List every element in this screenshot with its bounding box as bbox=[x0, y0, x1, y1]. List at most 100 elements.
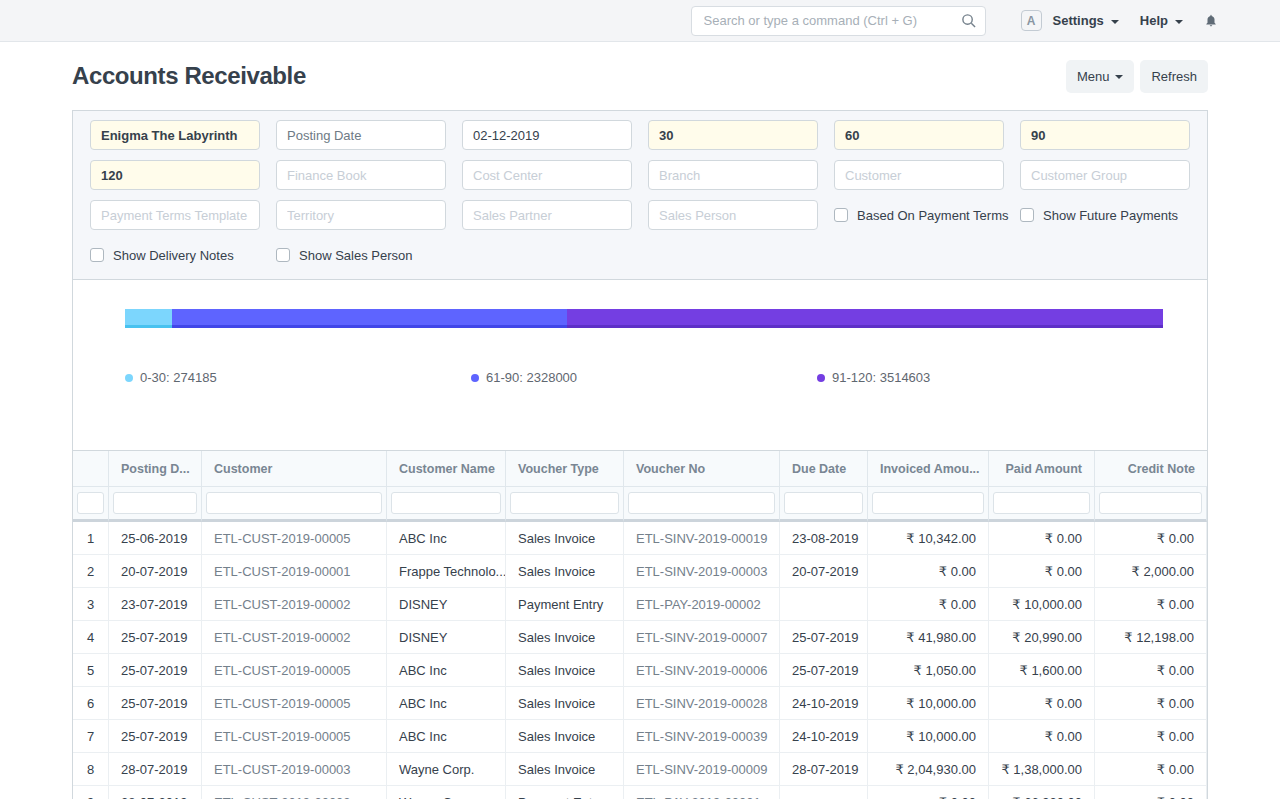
cell-customer-name[interactable]: ABC Inc bbox=[387, 687, 506, 720]
column-header-voucher-no[interactable]: Voucher No bbox=[624, 451, 780, 487]
territory-filter[interactable] bbox=[276, 200, 446, 230]
cell-customer[interactable]: ETL-CUST-2019-00002 bbox=[202, 621, 387, 654]
cell-invoiced-amount[interactable]: ₹ 10,000.00 bbox=[868, 687, 989, 720]
cell-credit-note[interactable]: ₹ 0.00 bbox=[1095, 753, 1207, 786]
cell-customer-name[interactable]: Frappe Technolo... bbox=[387, 555, 506, 588]
cell-customer[interactable]: ETL-CUST-2019-00002 bbox=[202, 588, 387, 621]
cell-posting-date[interactable]: 28-07-2019 bbox=[109, 753, 202, 786]
cell-invoiced-amount[interactable]: ₹ 10,342.00 bbox=[868, 522, 989, 555]
cell-customer-name[interactable]: ABC Inc bbox=[387, 654, 506, 687]
cell-credit-note[interactable]: ₹ 0.00 bbox=[1095, 687, 1207, 720]
cell-paid-amount[interactable]: ₹ 10,000.00 bbox=[989, 588, 1095, 621]
cell-customer[interactable]: ETL-CUST-2019-00005 bbox=[202, 522, 387, 555]
cell-invoiced-amount[interactable]: ₹ 41,980.00 bbox=[868, 621, 989, 654]
cell-posting-date[interactable]: 23-07-2019 bbox=[109, 588, 202, 621]
show-future-payments-checkbox[interactable] bbox=[1020, 208, 1034, 222]
range3-filter[interactable] bbox=[1020, 120, 1190, 150]
column-header-customer-name[interactable]: Customer Name bbox=[387, 451, 506, 487]
cell-voucher-type[interactable]: Sales Invoice bbox=[506, 522, 624, 555]
cell-paid-amount[interactable]: ₹ 1,38,000.00 bbox=[989, 753, 1095, 786]
cell-voucher-no[interactable]: ETL-SINV-2019-00007 bbox=[624, 621, 780, 654]
column-filter-posting-date[interactable] bbox=[113, 492, 197, 514]
cell-credit-note[interactable]: ₹ 2,000.00 bbox=[1095, 555, 1207, 588]
column-filter-paid-amount[interactable] bbox=[993, 492, 1090, 514]
column-header-posting-date[interactable]: Posting D... bbox=[109, 451, 202, 487]
cell-customer-name[interactable]: DISNEY bbox=[387, 588, 506, 621]
cell-credit-note[interactable]: ₹ 0.00 bbox=[1095, 654, 1207, 687]
cell-credit-note[interactable]: ₹ 12,198.00 bbox=[1095, 621, 1207, 654]
column-header-row-index[interactable] bbox=[73, 451, 109, 487]
column-header-paid-amount[interactable]: Paid Amount bbox=[989, 451, 1095, 487]
column-filter-customer-name[interactable] bbox=[391, 492, 501, 514]
cell-voucher-type[interactable]: Sales Invoice bbox=[506, 720, 624, 753]
cell-due-date[interactable]: 24-10-2019 bbox=[780, 687, 868, 720]
show-delivery-notes-checkbox[interactable] bbox=[90, 248, 104, 262]
customer-group-filter[interactable] bbox=[1020, 160, 1190, 190]
cell-credit-note[interactable]: ₹ 0.00 bbox=[1095, 786, 1207, 799]
column-filter-customer[interactable] bbox=[206, 492, 382, 514]
cell-voucher-type[interactable]: Sales Invoice bbox=[506, 555, 624, 588]
cell-voucher-no[interactable]: ETL-SINV-2019-00019 bbox=[624, 522, 780, 555]
cell-voucher-type[interactable]: Sales Invoice bbox=[506, 621, 624, 654]
cell-customer-name[interactable]: Wayne Corp. bbox=[387, 753, 506, 786]
cell-customer[interactable]: ETL-CUST-2019-00003 bbox=[202, 786, 387, 799]
refresh-button[interactable]: Refresh bbox=[1140, 60, 1208, 93]
cell-voucher-type[interactable]: Payment Entry bbox=[506, 588, 624, 621]
cell-voucher-no[interactable]: ETL-SINV-2019-00028 bbox=[624, 687, 780, 720]
search-input[interactable] bbox=[691, 6, 986, 36]
column-filter-due-date[interactable] bbox=[784, 492, 863, 514]
cell-due-date[interactable]: 28-07-2019 bbox=[780, 753, 868, 786]
menu-button[interactable]: Menu bbox=[1066, 60, 1135, 93]
cell-credit-note[interactable]: ₹ 0.00 bbox=[1095, 588, 1207, 621]
cell-customer[interactable]: ETL-CUST-2019-00005 bbox=[202, 654, 387, 687]
cell-voucher-no[interactable]: ETL-PAY-2019-00001 bbox=[624, 786, 780, 799]
cell-due-date[interactable]: 25-07-2019 bbox=[780, 654, 868, 687]
company-filter[interactable] bbox=[90, 120, 260, 150]
cell-posting-date[interactable]: 25-06-2019 bbox=[109, 522, 202, 555]
cell-posting-date[interactable]: 20-07-2019 bbox=[109, 555, 202, 588]
notifications-bell-icon[interactable] bbox=[1204, 13, 1218, 28]
cell-paid-amount[interactable]: ₹ 1,600.00 bbox=[989, 654, 1095, 687]
column-filter-voucher-no[interactable] bbox=[628, 492, 775, 514]
cell-customer-name[interactable]: DISNEY bbox=[387, 621, 506, 654]
cell-customer-name[interactable]: ABC Inc bbox=[387, 720, 506, 753]
branch-filter[interactable] bbox=[648, 160, 818, 190]
cell-voucher-no[interactable]: ETL-PAY-2019-00002 bbox=[624, 588, 780, 621]
cost-center-filter[interactable] bbox=[462, 160, 632, 190]
cell-voucher-type[interactable]: Sales Invoice bbox=[506, 654, 624, 687]
report-date-filter[interactable] bbox=[462, 120, 632, 150]
cell-voucher-no[interactable]: ETL-SINV-2019-00003 bbox=[624, 555, 780, 588]
cell-customer[interactable]: ETL-CUST-2019-00001 bbox=[202, 555, 387, 588]
cell-posting-date[interactable]: 28-07-2019 bbox=[109, 786, 202, 799]
range1-filter[interactable] bbox=[648, 120, 818, 150]
cell-credit-note[interactable]: ₹ 0.00 bbox=[1095, 522, 1207, 555]
cell-paid-amount[interactable]: ₹ 20,990.00 bbox=[989, 621, 1095, 654]
settings-menu[interactable]: Settings bbox=[1053, 13, 1119, 28]
cell-voucher-type[interactable]: Payment Entry bbox=[506, 786, 624, 799]
cell-customer[interactable]: ETL-CUST-2019-00005 bbox=[202, 720, 387, 753]
cell-paid-amount[interactable]: ₹ 0.00 bbox=[989, 720, 1095, 753]
cell-paid-amount[interactable]: ₹ 66,930.00 bbox=[989, 786, 1095, 799]
cell-voucher-type[interactable]: Sales Invoice bbox=[506, 753, 624, 786]
cell-due-date[interactable] bbox=[780, 588, 868, 621]
based-on-payment-terms-checkbox[interactable] bbox=[834, 208, 848, 222]
column-header-voucher-type[interactable]: Voucher Type bbox=[506, 451, 624, 487]
column-filter-voucher-type[interactable] bbox=[510, 492, 619, 514]
cell-invoiced-amount[interactable]: ₹ 10,000.00 bbox=[868, 720, 989, 753]
cell-credit-note[interactable]: ₹ 0.00 bbox=[1095, 720, 1207, 753]
cell-voucher-no[interactable]: ETL-SINV-2019-00039 bbox=[624, 720, 780, 753]
column-header-due-date[interactable]: Due Date bbox=[780, 451, 868, 487]
cell-customer[interactable]: ETL-CUST-2019-00005 bbox=[202, 687, 387, 720]
range2-filter[interactable] bbox=[834, 120, 1004, 150]
column-header-customer[interactable]: Customer bbox=[202, 451, 387, 487]
sales-person-filter[interactable] bbox=[648, 200, 818, 230]
cell-invoiced-amount[interactable]: ₹ 2,04,930.00 bbox=[868, 753, 989, 786]
cell-paid-amount[interactable]: ₹ 0.00 bbox=[989, 522, 1095, 555]
avatar[interactable]: A bbox=[1021, 10, 1042, 31]
cell-customer-name[interactable]: Wayne Corp. bbox=[387, 786, 506, 799]
cell-due-date[interactable]: 25-07-2019 bbox=[780, 621, 868, 654]
cell-customer[interactable]: ETL-CUST-2019-00003 bbox=[202, 753, 387, 786]
cell-due-date[interactable]: 24-10-2019 bbox=[780, 720, 868, 753]
payment-terms-template-filter[interactable] bbox=[90, 200, 260, 230]
ageing-based-on-filter[interactable] bbox=[276, 120, 446, 150]
